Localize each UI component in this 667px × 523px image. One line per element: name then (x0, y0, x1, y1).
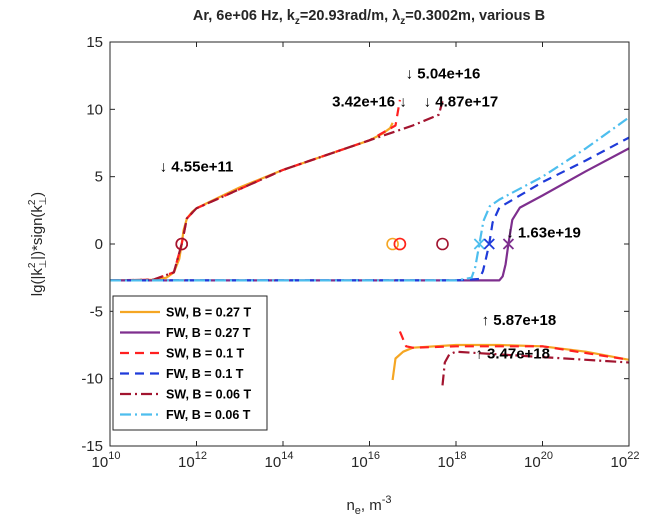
y-tick-label: 15 (86, 34, 103, 51)
series-line-2-seg1 (398, 331, 630, 361)
y-tick-label: -5 (90, 303, 103, 320)
x-axis-label: ne, m-3 (346, 494, 391, 517)
y-tick-label: -10 (81, 371, 103, 388)
annotation-label: 3.42e+16 ↓ (332, 94, 407, 111)
root-circle-marker (175, 237, 189, 251)
root-circle-marker (393, 237, 407, 251)
series-line-4-seg0 (109, 101, 444, 282)
root-cross-marker (483, 238, 495, 250)
annotation-layer: ↓ 4.55e+11 3.42e+16 ↓ ↓ 5.04e+16 ↓ 4.87e+17… (160, 65, 581, 362)
root-circle-marker (386, 237, 399, 251)
annotation-label: ↓ 1.63e+19 (506, 224, 581, 241)
marker-layer (175, 237, 515, 251)
y-axis-label: lg(|k2⊥|)*sign(k2⊥) (27, 192, 49, 296)
x-tick-label: 1014 (265, 450, 294, 471)
annotation-label: ↓ 4.87e+17 (424, 94, 499, 111)
x-tick-label: 1012 (178, 450, 207, 471)
chart-title: Ar, 6e+06 Hz, kz=20.93rad/m, λz=0.3002m,… (193, 8, 545, 27)
x-tick-label: 1022 (611, 450, 640, 471)
root-circle-marker (436, 237, 449, 251)
legend-label: SW, B = 0.1 T (166, 347, 245, 361)
x-tick-label: 1010 (92, 450, 121, 471)
series-line-5-seg0 (110, 116, 630, 282)
y-tick-label: 0 (95, 236, 103, 253)
legend-label: FW, B = 0.1 T (166, 367, 244, 381)
y-tick-label: 10 (86, 101, 103, 118)
annotation-label: ↑ 3.47e+18 (475, 345, 550, 362)
annotation-label: ↑ 5.87e+18 (482, 312, 557, 329)
root-cross-marker (502, 238, 515, 250)
legend-label: FW, B = 0.06 T (166, 408, 251, 422)
x-tick-label: 1016 (351, 450, 380, 471)
x-tick-label: 1018 (438, 450, 467, 471)
legend-label: SW, B = 0.27 T (166, 306, 251, 320)
legend-label: SW, B = 0.06 T (166, 388, 251, 402)
legend-label: FW, B = 0.27 T (166, 326, 251, 340)
y-tick-label: -15 (81, 438, 103, 455)
legend-box (112, 295, 268, 431)
tick-layer: 1010 1012 1014 1016 1018 1020 1022 -15 -10 -5 0 5 10… (81, 34, 639, 471)
root-cross-marker (473, 238, 486, 250)
legend: SW, B = 0.27 T FW, B = 0.27 T SW, B = 0.1 … (112, 295, 268, 431)
annotation-label: ↓ 4.55e+11 (160, 158, 234, 175)
series-line-4-seg1 (441, 350, 630, 386)
y-tick-label: 5 (95, 169, 103, 186)
x-tick-label: 1020 (524, 450, 553, 471)
annotation-label: ↓ 5.04e+16 (406, 65, 481, 82)
